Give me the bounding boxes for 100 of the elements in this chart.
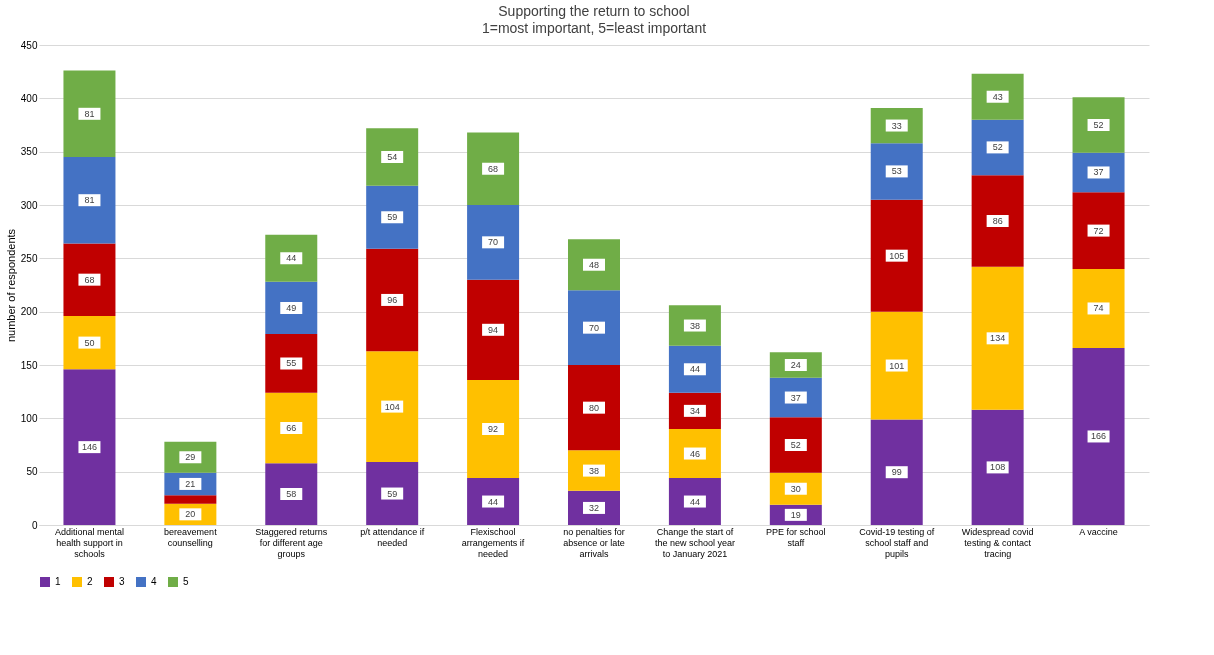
bar — [1072, 152, 1125, 193]
x-tick-label: bereavement counselling — [164, 526, 218, 548]
data-label: 101 — [889, 360, 905, 371]
y-tick-label: 350 — [20, 146, 38, 158]
x-tick-label: A vaccine — [1079, 526, 1118, 537]
data-label: 86 — [992, 216, 1003, 226]
bar — [568, 239, 620, 291]
data-label: 68 — [488, 163, 499, 174]
bar — [63, 70, 116, 157]
bar — [63, 157, 116, 244]
y-tick-label: 100 — [20, 412, 38, 424]
data-label: 58 — [286, 489, 297, 500]
data-label: 44 — [488, 496, 499, 507]
bar — [971, 73, 1024, 120]
bar — [1072, 192, 1125, 269]
data-label: 30 — [790, 483, 801, 494]
bar — [467, 132, 520, 205]
data-label: 19 — [790, 509, 801, 520]
y-tick-label: 450 — [20, 39, 38, 51]
data-label: 66 — [286, 422, 297, 433]
data-label: 37 — [1093, 167, 1104, 178]
data-label: 108 — [990, 462, 1006, 473]
data-label: 80 — [588, 402, 600, 413]
y-tick-label: 0 — [31, 519, 38, 531]
data-label: 54 — [387, 152, 398, 162]
data-label: 81 — [84, 195, 95, 206]
legend-label: 2 — [87, 576, 93, 587]
x-tick-label: Covid-19 testing of school staff and pupils — [859, 526, 935, 559]
x-tick-label: p/t attendance if needed — [360, 526, 425, 548]
data-label: 105 — [889, 250, 905, 261]
data-label: 21 — [185, 478, 196, 489]
bar — [668, 345, 721, 393]
data-label: 44 — [689, 364, 700, 375]
y-tick-label: 150 — [20, 359, 38, 371]
bar — [1072, 347, 1125, 525]
data-label: 55 — [286, 358, 297, 369]
bar — [870, 199, 923, 312]
data-label: 70 — [488, 237, 499, 248]
data-label: 50 — [84, 337, 95, 348]
bar — [265, 334, 318, 393]
y-axis-title: number of respondents — [4, 228, 17, 343]
x-tick-label: no penalties for absence or late arrivals — [563, 526, 625, 559]
bar — [366, 185, 419, 249]
data-label: 92 — [488, 424, 499, 434]
data-label: 33 — [891, 120, 902, 131]
data-label: 48 — [588, 259, 600, 270]
bar — [568, 290, 620, 365]
legend-label: 5 — [183, 576, 189, 587]
bar — [265, 234, 318, 282]
data-label: 59 — [387, 212, 398, 223]
data-label: 99 — [891, 467, 902, 478]
data-label: 34 — [689, 405, 700, 416]
data-label: 166 — [1091, 431, 1107, 442]
chart-subtitle: 1=most important, 5=least important — [481, 20, 707, 36]
bar — [971, 409, 1024, 525]
bar — [870, 311, 923, 420]
data-label: 72 — [1093, 225, 1104, 236]
data-label: 52 — [992, 142, 1003, 153]
bar — [63, 315, 116, 370]
data-label: 38 — [588, 465, 600, 476]
data-label: 44 — [286, 253, 297, 264]
data-label: 74 — [1093, 303, 1104, 314]
data-label: 68 — [84, 274, 95, 285]
bar — [467, 478, 520, 525]
bar — [366, 351, 419, 463]
data-label: 32 — [588, 502, 600, 513]
bar — [971, 175, 1024, 267]
bar — [568, 450, 620, 491]
bar — [366, 128, 419, 186]
bar — [971, 266, 1024, 410]
y-tick-label: 50 — [26, 466, 38, 478]
data-label: 46 — [689, 448, 700, 459]
data-label: 70 — [588, 322, 600, 333]
bar — [1072, 269, 1125, 348]
bar — [568, 365, 620, 451]
bar — [1072, 97, 1125, 153]
y-tick-label: 200 — [20, 306, 38, 318]
bar — [668, 429, 721, 479]
bar — [366, 248, 419, 352]
data-label: 104 — [384, 401, 400, 412]
bar — [467, 205, 520, 280]
bar — [164, 495, 217, 504]
data-label: 52 — [1093, 120, 1104, 130]
bar — [265, 392, 318, 464]
bar — [366, 462, 419, 525]
data-label: 43 — [992, 91, 1003, 102]
x-tick-label: PPE for school staff — [766, 526, 826, 548]
bar — [769, 377, 822, 418]
bar — [265, 281, 318, 335]
data-label: 24 — [790, 360, 801, 370]
data-label: 20 — [185, 509, 196, 520]
bar — [63, 369, 116, 525]
data-label: 96 — [387, 294, 398, 305]
data-label: 52 — [790, 440, 801, 450]
y-tick-label: 300 — [20, 199, 38, 211]
data-label: 59 — [387, 488, 398, 499]
data-label: 81 — [84, 108, 95, 119]
bar — [265, 463, 318, 525]
bar — [467, 279, 520, 380]
data-label: 146 — [81, 442, 97, 453]
